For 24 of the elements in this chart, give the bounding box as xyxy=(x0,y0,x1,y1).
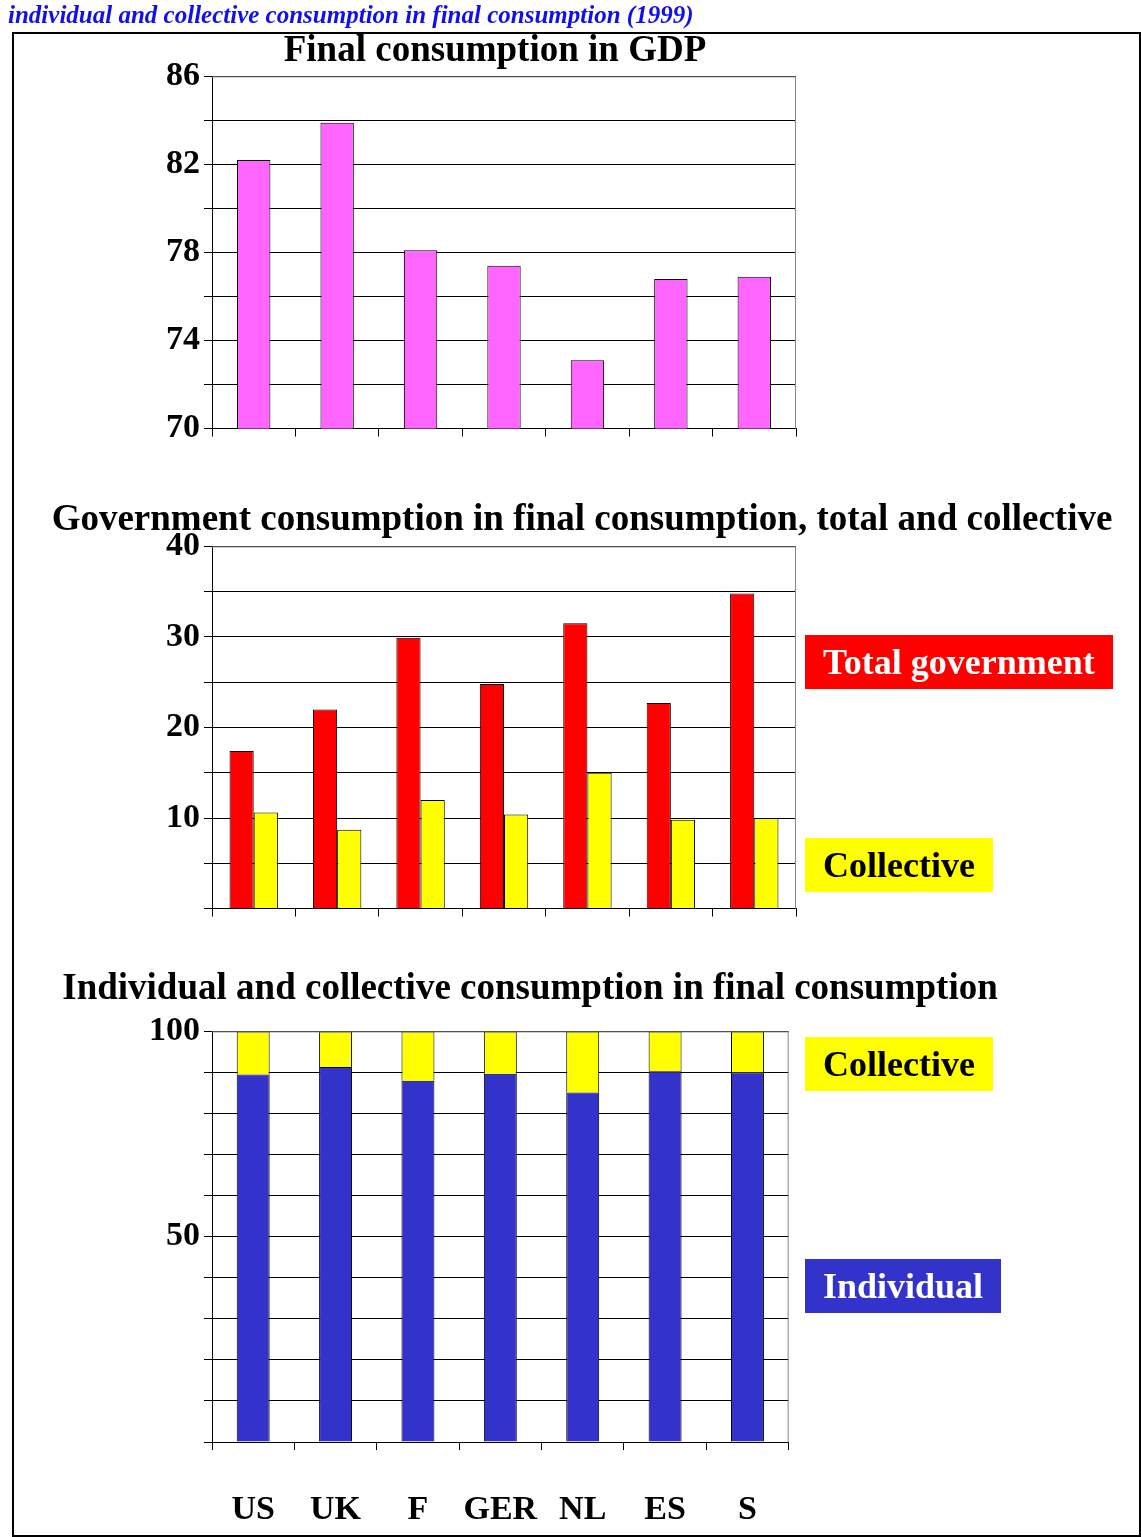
chart-title: Final consumption in GDP xyxy=(283,28,707,70)
y-tick-label: 70 xyxy=(166,407,200,445)
series-label: Collective xyxy=(805,1036,993,1091)
series-label: Collective xyxy=(805,837,993,892)
x-tick-label: UK xyxy=(310,1489,362,1527)
text: individual and collective consumption in final consumption (1999) xyxy=(8,1,694,29)
y-tick-label: 78 xyxy=(166,231,200,269)
x-tick-label: ES xyxy=(644,1489,686,1527)
y-tick-label: 10 xyxy=(166,796,200,834)
series-label: Total government xyxy=(805,635,1113,690)
y-tick-label: 100 xyxy=(149,1010,200,1048)
x-tick-label: GER xyxy=(463,1489,538,1527)
y-tick-label: 30 xyxy=(166,615,200,653)
y-tick-label: 82 xyxy=(166,143,200,181)
x-tick-label: NL xyxy=(559,1489,607,1527)
y-tick-label: 86 xyxy=(166,55,200,93)
y-tick-label: 20 xyxy=(166,706,200,744)
y-tick-label: 50 xyxy=(166,1215,200,1253)
x-tick-label: US xyxy=(231,1489,275,1527)
x-tick-label: F xyxy=(407,1489,429,1527)
x-tick-label: S xyxy=(738,1489,757,1527)
y-tick-label: 74 xyxy=(166,319,200,357)
series-label: Individual xyxy=(805,1258,1002,1313)
chart-title: Individual and collective consumption in final consumption xyxy=(62,965,998,1008)
